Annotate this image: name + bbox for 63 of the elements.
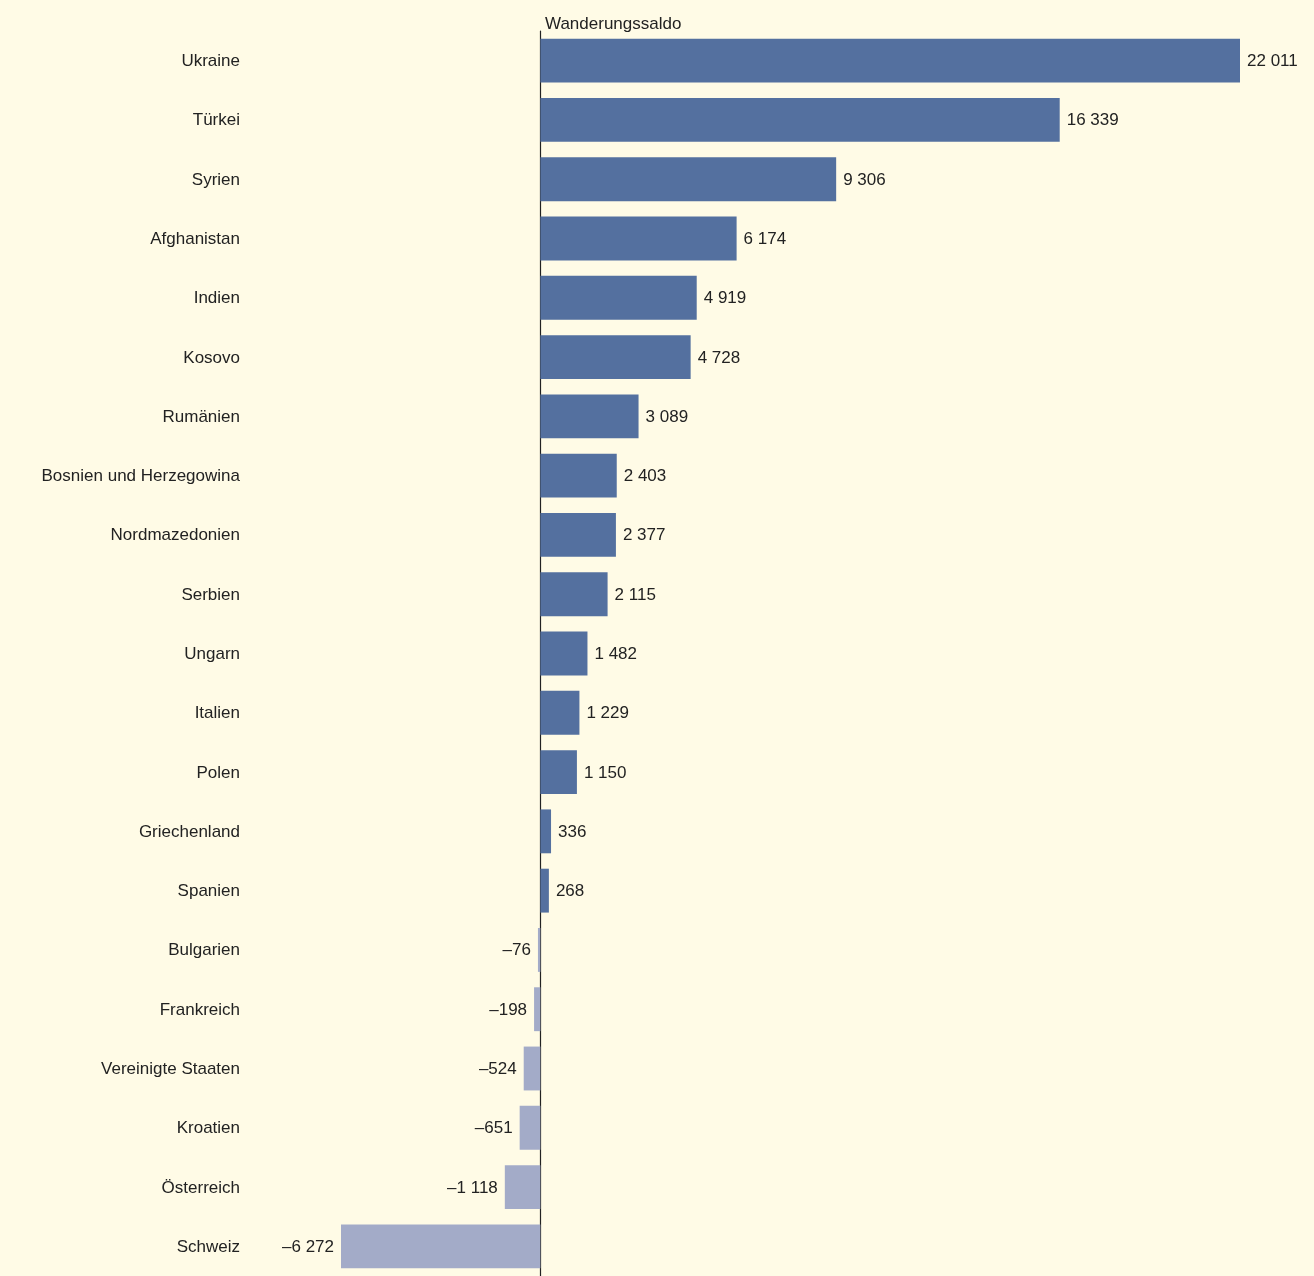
y-tick-label: Griechenland [138,821,240,841]
data-label: 3 089 [645,406,689,426]
data-label: –651 [474,1118,513,1138]
y-tick-label: Österreich [161,1177,240,1197]
bar [534,987,541,1032]
bar [341,1224,541,1269]
y-tick-label: Italien [194,703,240,723]
bar [540,97,1060,142]
data-label: 9 306 [843,169,886,189]
y-tick-label: Indien [193,288,240,308]
data-label: 1 150 [583,762,627,782]
y-tick-label: Vereinigte Staaten [101,1059,240,1078]
bar [540,216,737,261]
bar [504,1165,541,1210]
data-label: –198 [489,999,528,1019]
data-label: 4 728 [697,347,741,367]
data-label: –1 118 [447,1177,498,1197]
data-label: 4 919 [703,288,747,308]
data-label: 2 377 [622,525,666,545]
chart-title: Wanderungssaldo [545,14,682,33]
data-label: 2 115 [614,584,656,604]
y-tick-label: Nordmazedonien [110,525,240,545]
y-tick-label: Türkei [192,110,240,130]
bar [523,1046,541,1091]
bar [540,453,617,498]
y-tick-label: Spanien [177,881,240,901]
bar [540,631,588,676]
bar [519,1105,541,1150]
y-tick-label: Kosovo [183,347,240,367]
data-label: 6 174 [743,229,787,248]
bar [540,750,577,795]
y-tick-label: Serbien [181,584,240,604]
bar [540,394,639,439]
bar [540,512,616,557]
bar [540,572,608,617]
y-tick-label: Schweiz [176,1236,240,1256]
y-tick-label: Syrien [191,169,240,189]
y-tick-label: Bosnien und Herzegowina [41,466,241,486]
data-label: 2 403 [623,466,667,486]
bar [540,157,837,202]
bar [540,38,1240,83]
data-label: 268 [555,881,585,901]
y-tick-label: Bulgarien [168,940,240,960]
y-tick-label: Rumänien [162,406,240,426]
data-label: 16 339 [1066,110,1119,130]
data-label: –6 272 [282,1236,334,1256]
bar [540,868,549,913]
bar [540,335,691,380]
y-tick-label: Afghanistan [150,229,240,248]
bar [540,690,580,735]
y-tick-label: Frankreich [159,999,240,1019]
data-label: 22 011 [1247,51,1298,71]
data-label: –76 [502,940,531,960]
y-tick-label: Ukraine [181,51,240,71]
data-label: –524 [478,1059,517,1078]
y-tick-label: Kroatien [176,1118,240,1138]
y-tick-label: Polen [196,762,240,782]
y-tick-label: Ungarn [184,644,240,663]
bar [540,809,552,854]
data-label: 1 229 [586,703,629,723]
bar [540,275,697,320]
data-label: 1 482 [594,644,638,663]
data-label: 336 [558,821,587,841]
